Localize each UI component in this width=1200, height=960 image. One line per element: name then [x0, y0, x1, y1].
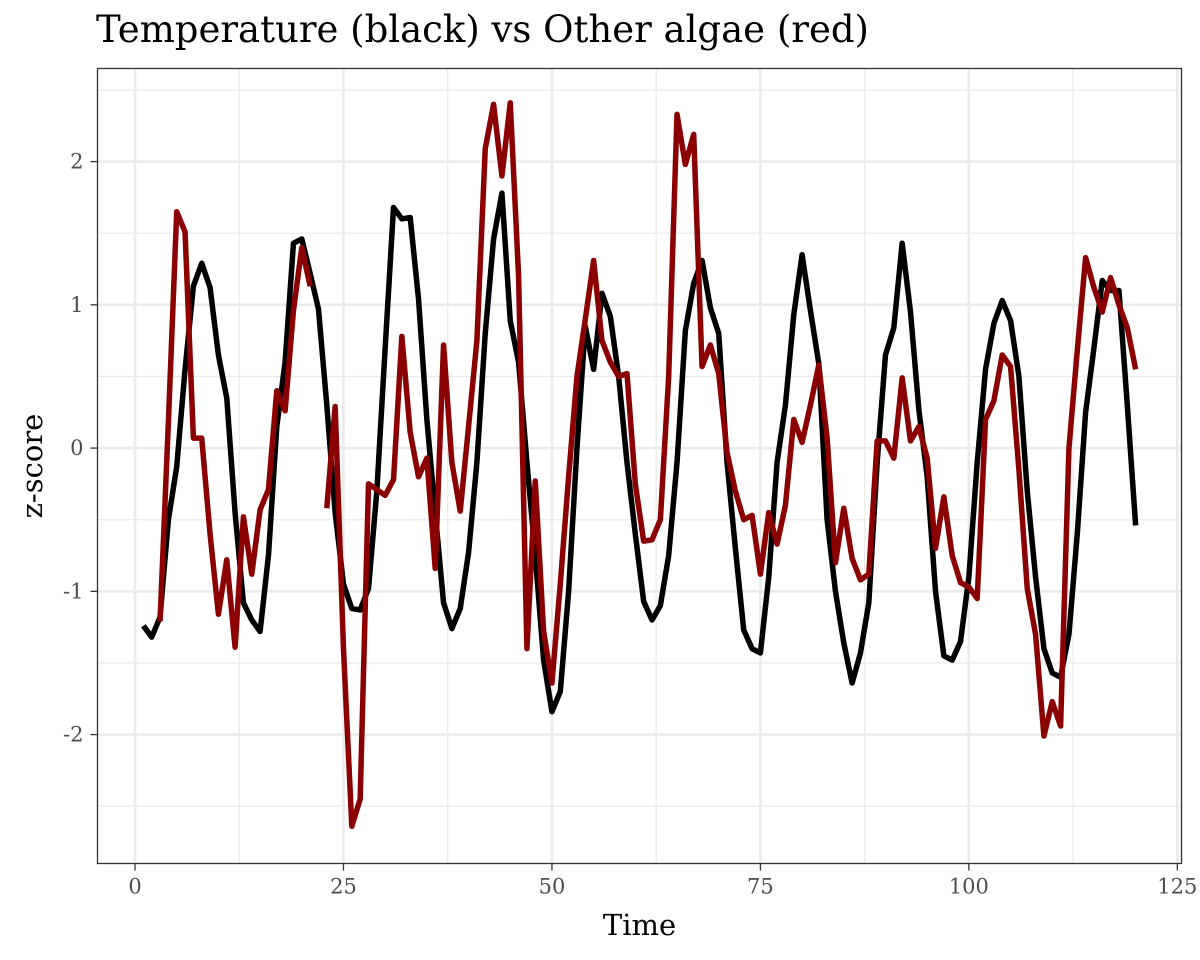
- y-tick-label: 0: [70, 436, 83, 460]
- x-axis: 0 25 50 75 100 125: [128, 863, 1197, 899]
- y-tick-label: 2: [70, 150, 83, 174]
- x-axis-title: Time: [603, 908, 676, 942]
- chart-title: Temperature (black) vs Other algae (red): [96, 8, 869, 51]
- x-tick-label: 100: [949, 875, 989, 899]
- x-tick-label: 50: [539, 875, 566, 899]
- major-gridlines: [97, 68, 1182, 864]
- x-tick-label: 25: [330, 875, 357, 899]
- series-layer: [141, 100, 1139, 830]
- plot-border: [96, 67, 1183, 865]
- y-tick-label: -2: [63, 723, 83, 747]
- x-tick-label: 125: [1157, 875, 1197, 899]
- series-line-2: [157, 100, 1139, 830]
- y-axis-title: z-score: [15, 414, 49, 519]
- y-tick-label: 1: [70, 293, 83, 317]
- y-tick-label: -1: [63, 579, 83, 603]
- plot-panel: [97, 68, 1182, 864]
- x-tick-label: 0: [128, 875, 141, 899]
- y-axis: -2 -1 0 1 2: [63, 150, 98, 747]
- x-tick-label: 75: [747, 875, 774, 899]
